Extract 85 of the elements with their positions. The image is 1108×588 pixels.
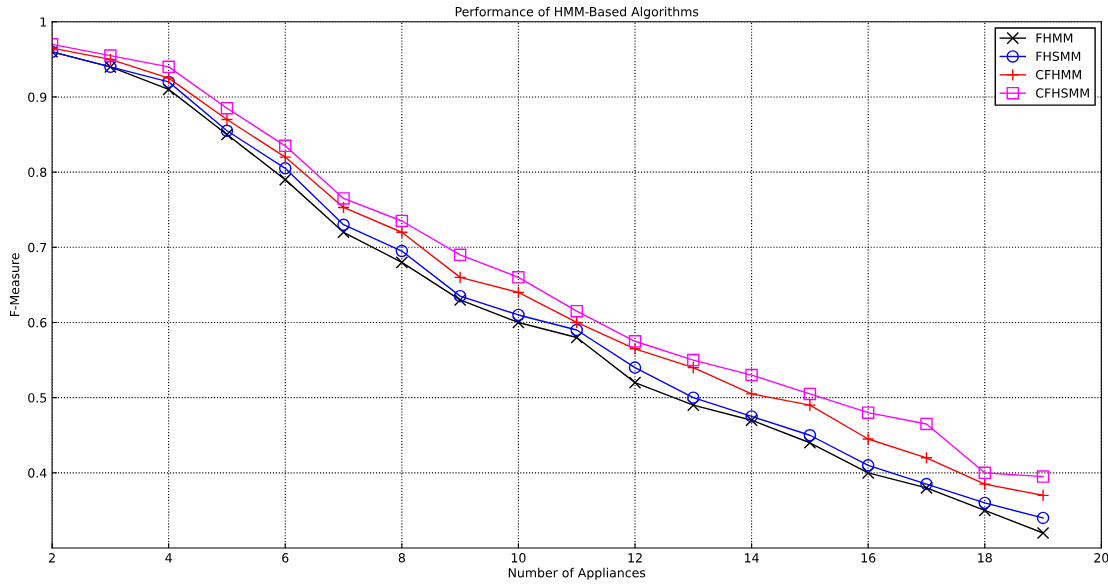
point: [570, 323, 583, 337]
point: [104, 53, 117, 66]
chart-title: Performance of HMM-Based Algorithms: [455, 6, 699, 19]
y-axis-title: F-Measure: [10, 253, 20, 317]
x-tick-label: 6: [282, 553, 289, 563]
point: [570, 316, 583, 329]
legend-label: FHSMM: [1036, 51, 1081, 62]
point: [745, 368, 758, 382]
y-tick-label: 0.5: [28, 393, 47, 403]
x-tick-label: 8: [398, 553, 405, 563]
point: [687, 391, 700, 404]
point: [628, 376, 642, 389]
point: [162, 75, 175, 89]
point: [395, 244, 409, 258]
point: [162, 60, 175, 74]
point: [453, 271, 467, 284]
point: [861, 406, 875, 419]
point: [628, 335, 642, 348]
y-tick-label: 0.9: [28, 92, 47, 102]
point: [687, 398, 700, 412]
point: [337, 192, 350, 205]
point: [628, 342, 642, 356]
x-tick-label: 2: [49, 553, 55, 563]
point: [1036, 526, 1050, 540]
point: [512, 308, 525, 322]
x-tick-label: 20: [1094, 553, 1108, 563]
point: [687, 353, 700, 367]
point: [861, 459, 875, 472]
point: [278, 139, 292, 153]
point: [1036, 511, 1050, 525]
x-axis-title: Number of Appliances: [508, 567, 646, 580]
point: [920, 451, 933, 465]
point: [395, 256, 409, 269]
point: [278, 162, 292, 175]
point: [220, 113, 234, 126]
point: [920, 481, 933, 495]
point: [803, 428, 817, 442]
x-tick-label: 4: [165, 553, 172, 563]
y-tick-label: 0.6: [28, 317, 47, 328]
x-tick-label: 14: [745, 553, 759, 563]
y-tick-label: 0.8: [28, 167, 47, 178]
point: [512, 286, 525, 299]
point: [512, 316, 525, 329]
point: [395, 214, 409, 228]
point: [745, 387, 758, 401]
point: [104, 49, 117, 62]
point: [978, 477, 992, 491]
y-tick-label: 1: [40, 17, 47, 27]
y-tick-label: 0.7: [28, 242, 47, 253]
point: [453, 248, 467, 262]
point: [220, 128, 234, 141]
point: [220, 101, 234, 115]
point: [278, 173, 292, 186]
point: [453, 289, 467, 303]
point: [337, 201, 350, 214]
point: [803, 398, 817, 412]
point: [861, 432, 875, 446]
legend-label: CFHMM: [1035, 69, 1081, 80]
legend-label: FHMM: [1036, 33, 1073, 43]
point: [1036, 470, 1050, 483]
point: [337, 218, 350, 231]
point: [278, 150, 292, 164]
point: [803, 387, 817, 401]
point: [745, 410, 758, 423]
point: [162, 71, 175, 85]
y-tick-label: 0.4: [28, 468, 47, 478]
point: [628, 361, 642, 374]
legend-label: CFHSMM: [1035, 88, 1089, 98]
point: [220, 124, 234, 138]
point: [978, 466, 992, 480]
point: [570, 304, 583, 318]
point: [920, 477, 933, 491]
x-tick-label: 18: [978, 553, 992, 563]
point: [920, 417, 933, 431]
point: [745, 413, 758, 427]
point: [978, 496, 992, 510]
x-tick-label: 16: [861, 553, 876, 563]
point: [570, 331, 583, 344]
point: [395, 226, 409, 239]
point: [1036, 489, 1050, 502]
point: [687, 361, 700, 374]
point: [512, 271, 525, 284]
x-tick-label: 10: [511, 553, 526, 563]
x-tick-label: 12: [628, 553, 642, 563]
point: [453, 293, 467, 307]
